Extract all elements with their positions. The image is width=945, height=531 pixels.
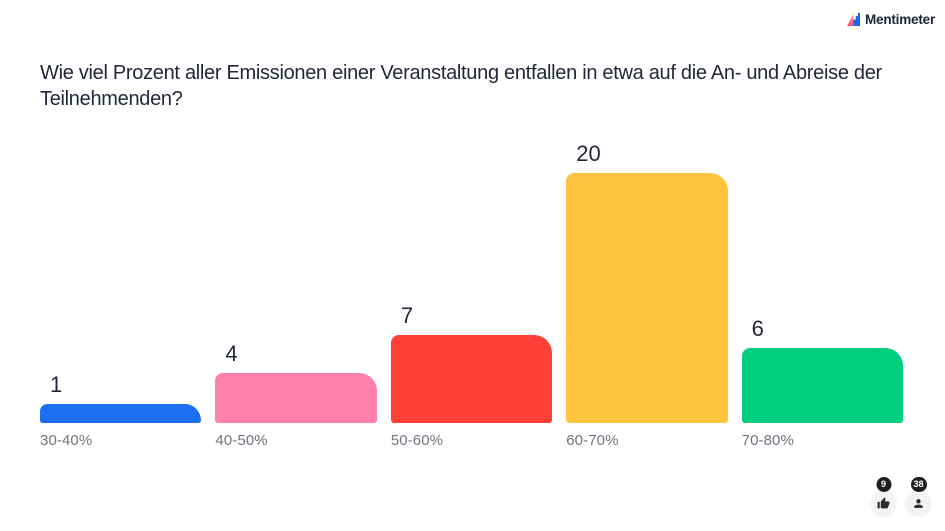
bar-value-label: 6 xyxy=(751,316,764,341)
bar-group: 6 xyxy=(741,316,904,423)
bar-group: 7 xyxy=(390,303,553,423)
bar-value-label: 20 xyxy=(576,141,601,166)
participants-button[interactable]: 38 xyxy=(905,477,932,517)
upvote-count-badge: 9 xyxy=(876,477,891,492)
question-title: Wie viel Prozent aller Emissionen einer … xyxy=(40,62,882,110)
participants-icon xyxy=(914,499,923,508)
bar xyxy=(390,335,553,423)
bar xyxy=(40,404,202,423)
mentimeter-logo: Mentimeter xyxy=(846,12,935,27)
bar-category-label: 50-60% xyxy=(390,432,444,449)
bar-category-label: 30-40% xyxy=(40,432,93,449)
thumbs-up-icon xyxy=(877,497,890,509)
bar-value-label: 1 xyxy=(50,372,63,397)
mentimeter-logo-icon xyxy=(846,13,860,26)
upvote-button[interactable]: 9 xyxy=(870,477,897,517)
bar-group: 1 xyxy=(40,372,202,423)
bar-value-label: 4 xyxy=(225,341,238,366)
bar-value-label: 7 xyxy=(400,303,414,328)
bar-category-label: 40-50% xyxy=(215,432,268,449)
brand-name: Mentimeter xyxy=(864,12,935,27)
bar-group: 4 xyxy=(215,341,377,423)
bar xyxy=(215,373,377,423)
bar-chart: 1 4 7 20 6 30-40% 40-50% 50-60% 60-70% 70-80% xyxy=(40,133,904,448)
bar-category-label: 60-70% xyxy=(566,432,619,449)
bar xyxy=(741,348,904,423)
bar-group: 20 xyxy=(566,141,728,423)
bar-category-label: 70-80% xyxy=(741,432,794,449)
bars-row: 1 4 7 20 6 xyxy=(40,133,904,423)
bar xyxy=(566,173,728,423)
participants-count-badge: 38 xyxy=(910,477,927,492)
reactions-bar: 9 38 xyxy=(870,477,932,517)
category-labels-row: 30-40% 40-50% 50-60% 60-70% 70-80% xyxy=(40,433,903,448)
